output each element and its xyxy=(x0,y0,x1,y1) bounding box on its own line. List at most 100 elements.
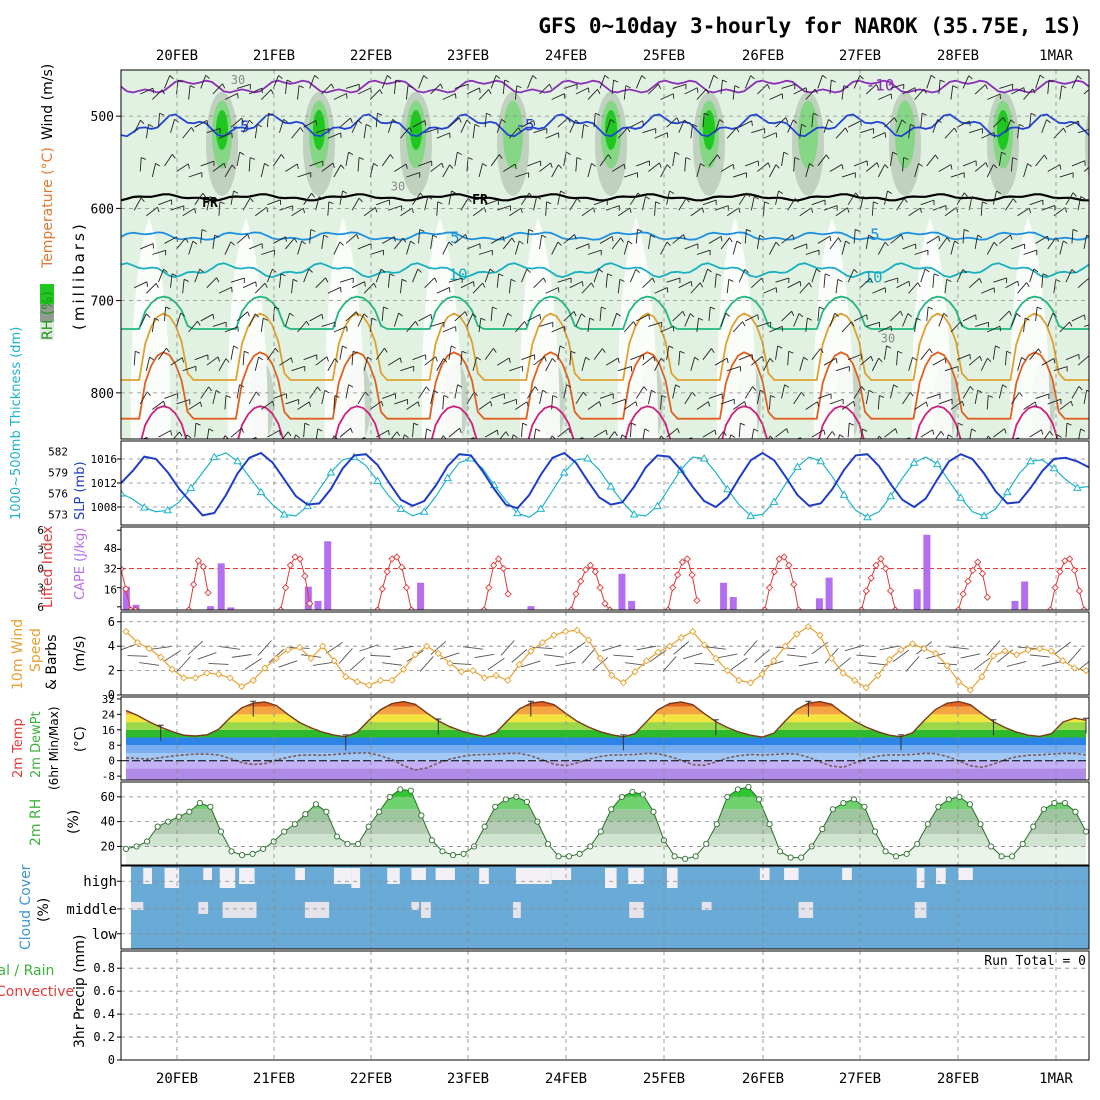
upper-wind-barb xyxy=(509,207,522,217)
upper-wind-barb xyxy=(381,75,388,89)
upper-ytick-label: 800 xyxy=(91,387,114,402)
thickness-marker xyxy=(606,482,616,490)
rh2m-marker xyxy=(819,826,826,833)
upper-wind-barb xyxy=(539,235,543,250)
wind-barb xyxy=(474,653,495,659)
upper-wind-barb xyxy=(484,113,487,128)
upper-wind-barb-flag xyxy=(311,192,315,198)
upper-wind-barb-flag xyxy=(1024,317,1030,321)
upper-wind-barb xyxy=(182,279,185,294)
li-ytick-label: 0 xyxy=(37,563,44,576)
upper-wind-barb xyxy=(1083,166,1089,172)
wind-barb xyxy=(257,640,272,656)
wind-speed-marker xyxy=(561,627,570,636)
upper-wind-barb xyxy=(817,75,823,89)
wind-barb xyxy=(187,640,204,655)
upper-wind-barb xyxy=(182,207,195,217)
upper-wind-barb-flag xyxy=(270,89,274,95)
upper-wind-barb xyxy=(793,391,802,405)
wind-speed-marker xyxy=(700,641,708,649)
upper-wind-barb-flag xyxy=(157,207,160,213)
upper-wind-barb-flag xyxy=(473,281,475,287)
thickness-marker xyxy=(769,497,779,505)
upper-wind-barb-flag xyxy=(565,151,571,155)
upper-wind-barb-flag xyxy=(831,79,836,83)
upper-wind-barb-flag xyxy=(674,151,680,155)
upper-wind-barb xyxy=(985,435,989,439)
upper-wind-barb-flag xyxy=(694,356,699,361)
upper-wind-barb xyxy=(769,325,783,333)
lifted-index-marker xyxy=(1051,584,1059,592)
middle-cloud-gap xyxy=(798,901,814,918)
lifted-index-marker xyxy=(586,561,595,569)
upper-wind-barb xyxy=(853,160,868,167)
high-cloud-gap xyxy=(295,868,305,880)
upper-wind-barb-flag xyxy=(886,345,892,349)
upper-wind-barb-flag xyxy=(1028,207,1031,214)
upper-wind-barb-flag xyxy=(306,321,310,326)
upper-wind-barb-flag xyxy=(894,117,898,123)
upper-wind-barb-flag xyxy=(163,268,168,273)
wind-speed-marker xyxy=(989,652,998,660)
thickness-marker xyxy=(653,501,662,510)
bottom-date-label: 25FEB xyxy=(643,1071,685,1087)
upper-wind-barb-flag xyxy=(669,190,675,194)
rh2m-marker xyxy=(122,845,130,852)
cape-bar xyxy=(527,606,535,610)
li-ytick-label: 3 xyxy=(37,543,44,556)
upper-wind-barb-flag xyxy=(927,306,933,310)
contour-label: 5 xyxy=(450,228,460,247)
lifted-index-marker xyxy=(877,555,885,563)
upper-wind-barb xyxy=(254,282,266,294)
upper-wind-barb xyxy=(418,75,425,89)
upper-wind-barb xyxy=(575,391,584,405)
lifted-index-marker xyxy=(121,565,125,573)
upper-wind-barb xyxy=(658,435,662,439)
upper-wind-barb-flag xyxy=(803,356,808,361)
upper-wind-barb xyxy=(763,132,777,139)
upper-wind-barb xyxy=(194,268,201,283)
lifted-index-marker xyxy=(383,568,391,576)
upper-legend-rh: RH (%) xyxy=(40,291,56,340)
upper-wind-barb xyxy=(944,279,948,294)
wind-barb xyxy=(879,645,900,651)
upper-wind-barb xyxy=(981,132,995,139)
upper-wind-barb xyxy=(745,160,759,167)
upper-wind-barb-flag xyxy=(648,314,650,320)
thickness-marker xyxy=(746,511,756,519)
upper-wind-barb-flag xyxy=(208,386,213,392)
lifted-index-marker xyxy=(969,566,977,575)
upper-wind-barb xyxy=(424,196,429,211)
upper-wind-barb-flag xyxy=(1053,358,1056,364)
wind-speed-marker xyxy=(1001,647,1009,655)
lifted-index-marker xyxy=(577,577,585,585)
upper-wind-barb xyxy=(587,249,602,255)
upper-wind-barb xyxy=(357,243,372,250)
upper-wind-barb-flag xyxy=(180,312,185,317)
precip-ytick-label: 0.6 xyxy=(93,984,115,998)
rh2m-marker xyxy=(787,854,794,861)
upper-wind-barb-flag xyxy=(534,386,539,391)
upper-wind-barb xyxy=(273,236,286,244)
upper-wind-barb-flag xyxy=(825,273,830,277)
high-cloud-gap xyxy=(333,868,352,884)
upper-wind-barb xyxy=(660,164,668,178)
upper-wind-barb-flag xyxy=(225,395,231,398)
wind-barb xyxy=(973,657,991,671)
upper-wind-barb xyxy=(775,190,779,205)
upper-wind-barb xyxy=(539,390,544,405)
upper-wind-barb-flag xyxy=(300,127,304,132)
upper-wind-barb-flag xyxy=(417,401,420,407)
upper-wind-barb-flag xyxy=(963,192,968,197)
upper-wind-barb xyxy=(472,357,478,371)
upper-wind-barb-flag xyxy=(651,389,656,394)
upper-wind-barb-flag xyxy=(476,356,482,361)
upper-wind-barb xyxy=(490,75,497,89)
wind-speed-marker xyxy=(492,671,500,680)
upper-wind-barb xyxy=(877,164,886,178)
upper-wind-barb-flag xyxy=(365,124,371,128)
upper-wind-barb-flag xyxy=(519,240,524,245)
upper-wind-barb-flag xyxy=(714,429,717,435)
upper-wind-barb-flag xyxy=(392,119,397,123)
wind-barb xyxy=(451,662,472,666)
